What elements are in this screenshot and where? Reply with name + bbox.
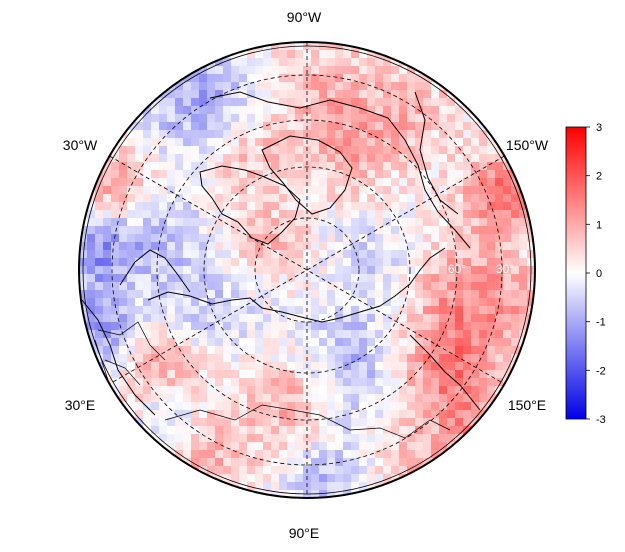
map-border: [78, 41, 536, 499]
colorbar-gradient: [565, 126, 587, 420]
meridian-30w-150e: [109, 155, 505, 385]
alaska-coast: [414, 91, 459, 215]
latitude-label-60: 60°: [448, 262, 466, 276]
longitude-label-90e: 90°E: [289, 525, 320, 541]
longitude-label-30e: 30°E: [65, 397, 96, 413]
meridian-150w-30e: [109, 155, 505, 385]
asia-interior-borders: [164, 404, 451, 439]
colorbar-tick-label: 3: [596, 122, 602, 134]
greenland-coast: [199, 165, 301, 245]
scandinavia-coast: [119, 249, 191, 293]
colorbar-tick-label: -1: [596, 317, 606, 329]
longitude-label-30w: 30°W: [63, 137, 98, 153]
colorbar-tick-label: 2: [596, 171, 602, 183]
colorbar-tick-label: 0: [596, 268, 602, 280]
eurasia-north-coast: [147, 247, 446, 323]
north-america-coast: [209, 91, 471, 249]
graticule: [109, 42, 505, 498]
colorbar: 3 2 1 0 -1 -2 -3: [565, 122, 606, 426]
colorbar-tick-label: -3: [596, 414, 606, 426]
east-asia-coast: [409, 334, 481, 411]
longitude-label-150w: 150°W: [506, 137, 549, 153]
colorbar-ticks: [586, 126, 590, 420]
canadian-archipelago: [261, 135, 353, 215]
latitude-circle-45: [156, 119, 458, 421]
map-border-inner: [82, 45, 532, 495]
latitude-circle-70: [254, 217, 360, 323]
coastlines: [81, 91, 481, 439]
anomaly-field: [79, 42, 535, 498]
longitude-label-150e: 150°E: [508, 397, 546, 413]
colorbar-tick-label: -2: [596, 365, 606, 377]
latitude-circle-30: [111, 74, 503, 466]
colorbar-tick-label: 1: [596, 219, 602, 231]
latitude-label-30: 30°: [496, 262, 514, 276]
europe-west-coast: [81, 299, 156, 416]
longitude-label-90w: 90°W: [287, 9, 322, 25]
